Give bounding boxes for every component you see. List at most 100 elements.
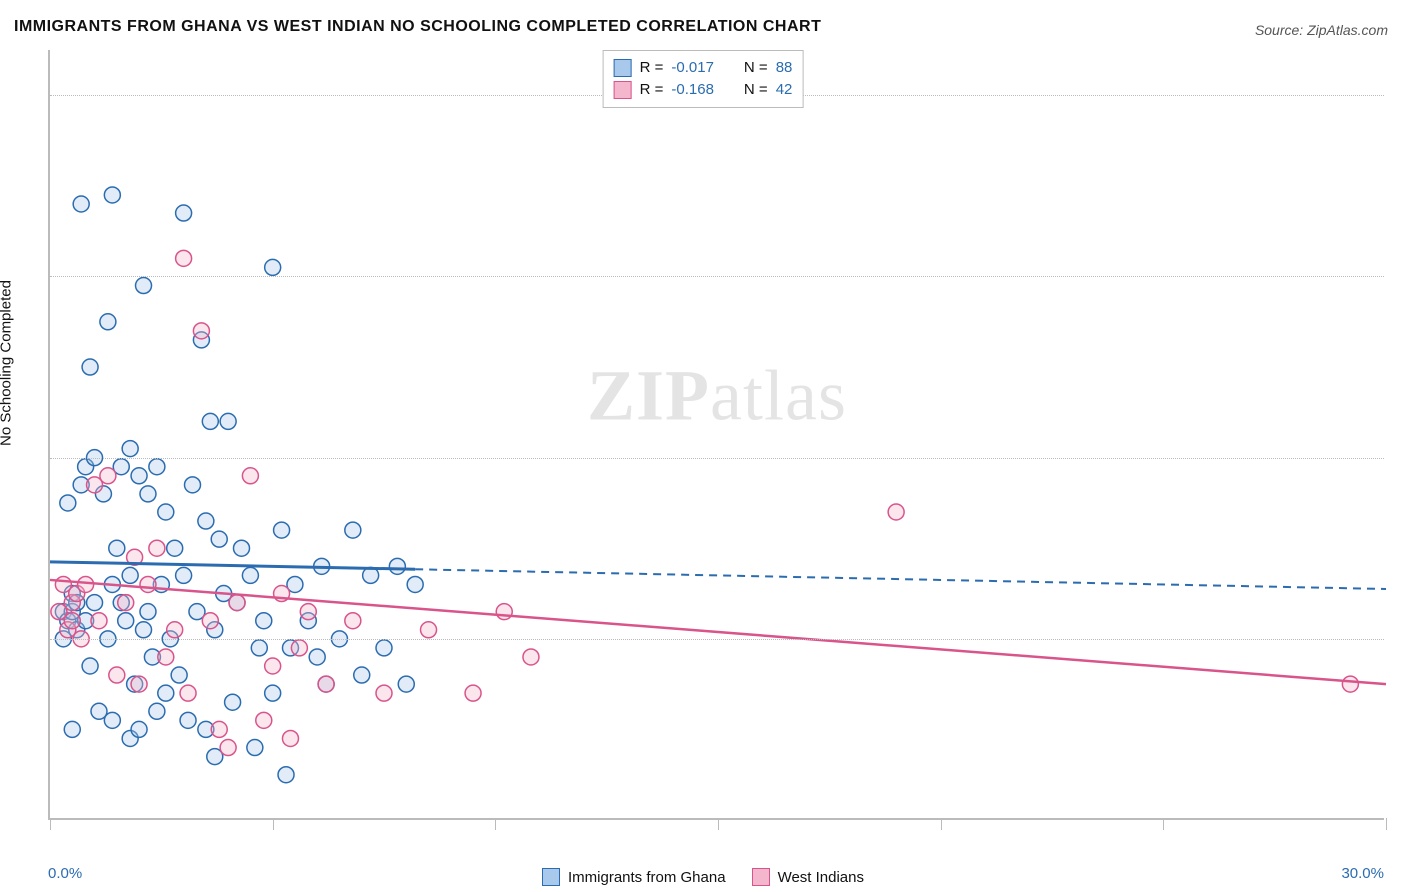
swatch-westindian xyxy=(614,81,632,99)
data-point xyxy=(100,468,116,484)
data-point xyxy=(265,259,281,275)
stats-row-ghana: R = -0.017 N = 88 xyxy=(614,57,793,79)
data-point xyxy=(122,441,138,457)
chart-title: IMMIGRANTS FROM GHANA VS WEST INDIAN NO … xyxy=(14,18,821,36)
data-point xyxy=(389,558,405,574)
data-point xyxy=(202,413,218,429)
data-point xyxy=(225,694,241,710)
data-point xyxy=(220,413,236,429)
gridline xyxy=(50,276,1384,277)
data-point xyxy=(398,676,414,692)
n-value-westindian: 42 xyxy=(776,79,793,101)
data-point xyxy=(158,504,174,520)
data-point xyxy=(104,187,120,203)
x-axis-label-right: 30.0% xyxy=(1341,865,1384,882)
data-point xyxy=(345,522,361,538)
data-point xyxy=(158,649,174,665)
data-point xyxy=(242,468,258,484)
x-tick xyxy=(495,818,496,830)
plot-area: ZIPatlas 2.0%4.0%6.0%8.0% xyxy=(48,50,1384,820)
data-point xyxy=(82,359,98,375)
data-point xyxy=(251,640,267,656)
legend-item-ghana: Immigrants from Ghana xyxy=(542,868,726,886)
data-point xyxy=(523,649,539,665)
data-point xyxy=(242,567,258,583)
data-point xyxy=(136,622,152,638)
data-point xyxy=(229,595,245,611)
x-tick xyxy=(1386,818,1387,830)
data-point xyxy=(211,531,227,547)
data-point xyxy=(282,730,298,746)
data-point xyxy=(158,685,174,701)
data-point xyxy=(193,323,209,339)
stats-legend-box: R = -0.017 N = 88 R = -0.168 N = 42 xyxy=(603,50,804,108)
bottom-legend: Immigrants from Ghana West Indians xyxy=(542,868,864,886)
data-point xyxy=(149,540,165,556)
x-tick xyxy=(718,818,719,830)
y-axis-title: No Schooling Completed xyxy=(0,280,15,446)
source-attribution: Source: ZipAtlas.com xyxy=(1255,22,1388,38)
data-point xyxy=(185,477,201,493)
data-point xyxy=(465,685,481,701)
data-point xyxy=(176,205,192,221)
data-point xyxy=(265,658,281,674)
data-point xyxy=(167,540,183,556)
data-point xyxy=(64,613,80,629)
data-point xyxy=(300,604,316,620)
data-point xyxy=(73,196,89,212)
data-point xyxy=(180,685,196,701)
data-point xyxy=(60,495,76,511)
legend-label-ghana: Immigrants from Ghana xyxy=(568,869,726,886)
data-point xyxy=(291,640,307,656)
legend-swatch-westindian xyxy=(752,868,770,886)
data-point xyxy=(140,604,156,620)
data-point xyxy=(131,721,147,737)
data-point xyxy=(91,613,107,629)
data-point xyxy=(198,513,214,529)
legend-label-westindian: West Indians xyxy=(778,869,864,886)
n-label: N = xyxy=(744,57,768,79)
data-point xyxy=(131,468,147,484)
data-point xyxy=(118,595,134,611)
data-point xyxy=(345,613,361,629)
data-point xyxy=(247,740,263,756)
gridline xyxy=(50,458,1384,459)
x-axis-label-left: 0.0% xyxy=(48,865,82,882)
trend-line-solid xyxy=(50,580,1386,684)
data-point xyxy=(180,712,196,728)
r-label: R = xyxy=(640,79,664,101)
data-point xyxy=(220,740,236,756)
gridline xyxy=(50,639,1384,640)
data-point xyxy=(118,613,134,629)
x-tick xyxy=(50,818,51,830)
data-point xyxy=(167,622,183,638)
data-point xyxy=(354,667,370,683)
data-point xyxy=(309,649,325,665)
x-tick xyxy=(941,818,942,830)
data-point xyxy=(1342,676,1358,692)
data-point xyxy=(64,721,80,737)
data-point xyxy=(171,667,187,683)
data-point xyxy=(176,567,192,583)
data-point xyxy=(109,667,125,683)
data-point xyxy=(278,767,294,783)
chart-svg xyxy=(50,50,1384,818)
data-point xyxy=(233,540,249,556)
data-point xyxy=(376,640,392,656)
data-point xyxy=(78,576,94,592)
x-tick xyxy=(273,818,274,830)
data-point xyxy=(376,685,392,701)
data-point xyxy=(140,576,156,592)
data-point xyxy=(109,540,125,556)
data-point xyxy=(888,504,904,520)
data-point xyxy=(140,486,156,502)
data-point xyxy=(100,314,116,330)
legend-swatch-ghana xyxy=(542,868,560,886)
data-point xyxy=(256,712,272,728)
data-point xyxy=(407,576,423,592)
data-point xyxy=(318,676,334,692)
data-point xyxy=(274,522,290,538)
stats-row-westindian: R = -0.168 N = 42 xyxy=(614,79,793,101)
x-tick xyxy=(1163,818,1164,830)
source-label: Source: xyxy=(1255,22,1307,38)
